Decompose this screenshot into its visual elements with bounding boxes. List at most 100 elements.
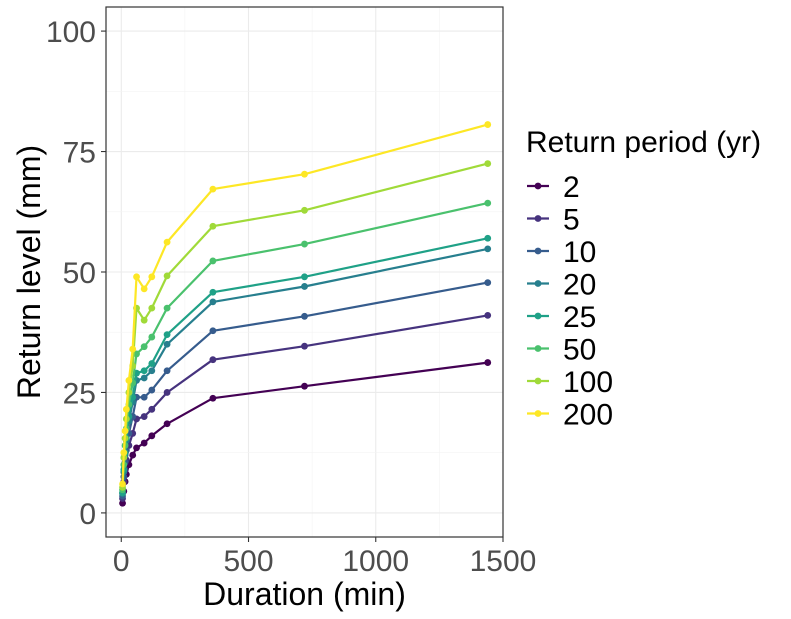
series-100 bbox=[119, 160, 492, 491]
data-point bbox=[140, 374, 148, 382]
series-20 bbox=[119, 245, 492, 498]
data-point bbox=[301, 206, 308, 214]
data-point bbox=[120, 449, 128, 457]
x-axis-title: Duration (min) bbox=[203, 576, 406, 612]
data-point bbox=[163, 331, 171, 339]
y-tick-label: 0 bbox=[79, 498, 96, 531]
data-point bbox=[209, 257, 217, 265]
data-point bbox=[484, 199, 492, 207]
data-point bbox=[148, 386, 156, 394]
x-tick-label: 0 bbox=[113, 545, 130, 578]
data-point bbox=[140, 316, 148, 324]
data-point bbox=[163, 272, 171, 280]
data-point bbox=[163, 340, 171, 348]
legend-title: Return period (yr) bbox=[526, 126, 761, 159]
legend-key-point bbox=[534, 312, 542, 320]
data-point bbox=[484, 121, 492, 128]
data-point bbox=[209, 394, 217, 402]
legend-item-25: 25 bbox=[527, 301, 596, 334]
data-point bbox=[148, 405, 156, 413]
data-point bbox=[301, 283, 308, 290]
data-point bbox=[133, 350, 140, 358]
legend-label: 25 bbox=[563, 301, 596, 334]
data-point bbox=[484, 359, 492, 366]
data-point bbox=[140, 413, 148, 420]
data-point bbox=[301, 382, 308, 390]
legend-key-point bbox=[534, 410, 542, 417]
data-point bbox=[125, 377, 133, 384]
x-tick-label: 500 bbox=[223, 545, 273, 578]
data-point bbox=[129, 451, 137, 459]
data-point bbox=[121, 427, 129, 435]
data-point bbox=[148, 304, 156, 312]
data-point bbox=[209, 288, 217, 296]
data-point bbox=[119, 480, 126, 488]
legend-item-50: 50 bbox=[527, 334, 596, 367]
data-point bbox=[119, 499, 126, 507]
data-point bbox=[209, 327, 217, 335]
legend-label: 50 bbox=[563, 334, 596, 367]
data-point bbox=[484, 245, 492, 253]
legend-item-20: 20 bbox=[527, 269, 596, 302]
grid bbox=[106, 7, 504, 537]
data-point bbox=[163, 420, 171, 428]
series-200 bbox=[119, 121, 492, 488]
data-point bbox=[209, 222, 217, 230]
legend-item-10: 10 bbox=[527, 236, 596, 269]
data-point bbox=[148, 432, 156, 440]
data-point bbox=[484, 160, 492, 167]
data-point bbox=[209, 356, 217, 364]
data-point bbox=[163, 238, 171, 246]
y-tick-label: 50 bbox=[63, 257, 96, 290]
data-point bbox=[122, 405, 130, 413]
data-point bbox=[133, 444, 140, 452]
data-point bbox=[301, 273, 308, 281]
data-point bbox=[140, 343, 148, 351]
series-5 bbox=[119, 311, 492, 502]
data-point bbox=[148, 333, 156, 341]
y-tick-label: 25 bbox=[63, 377, 96, 410]
plot-series bbox=[119, 121, 492, 507]
data-point bbox=[163, 367, 171, 375]
series-25 bbox=[119, 234, 492, 497]
data-point bbox=[484, 234, 492, 242]
data-point bbox=[163, 304, 171, 312]
x-tick-label: 1000 bbox=[342, 545, 409, 578]
data-point bbox=[301, 240, 308, 248]
legend-label: 2 bbox=[563, 171, 580, 204]
legend-item-5: 5 bbox=[527, 204, 580, 237]
y-axis-title: Return level (mm) bbox=[11, 145, 47, 399]
legend-key-point bbox=[534, 247, 542, 255]
legend-key-point bbox=[534, 280, 542, 287]
y-tick-label: 75 bbox=[63, 137, 96, 170]
data-point bbox=[148, 273, 156, 281]
x-tick-label: 1500 bbox=[470, 545, 537, 578]
data-point bbox=[133, 273, 140, 281]
legend-label: 200 bbox=[563, 399, 613, 432]
data-point bbox=[209, 298, 217, 306]
data-point bbox=[148, 367, 156, 375]
legend-key-point bbox=[534, 377, 542, 385]
data-point bbox=[140, 367, 148, 375]
data-point bbox=[148, 360, 156, 367]
data-point bbox=[140, 439, 148, 447]
data-point bbox=[301, 170, 308, 178]
data-point bbox=[163, 389, 171, 396]
legend-label: 100 bbox=[563, 366, 613, 399]
data-point bbox=[209, 185, 217, 193]
data-point bbox=[301, 342, 308, 350]
legend-item-200: 200 bbox=[527, 399, 613, 432]
legend-label: 10 bbox=[563, 236, 596, 269]
legend-label: 20 bbox=[563, 269, 596, 302]
legend-item-2: 2 bbox=[527, 171, 580, 204]
legend-key-point bbox=[534, 215, 542, 222]
legend-key-point bbox=[534, 182, 542, 190]
data-point bbox=[301, 312, 308, 320]
data-point bbox=[484, 311, 492, 319]
legend-key-point bbox=[534, 345, 542, 352]
data-point bbox=[129, 345, 137, 353]
data-point bbox=[140, 393, 148, 401]
y-tick-label: 100 bbox=[46, 16, 96, 49]
